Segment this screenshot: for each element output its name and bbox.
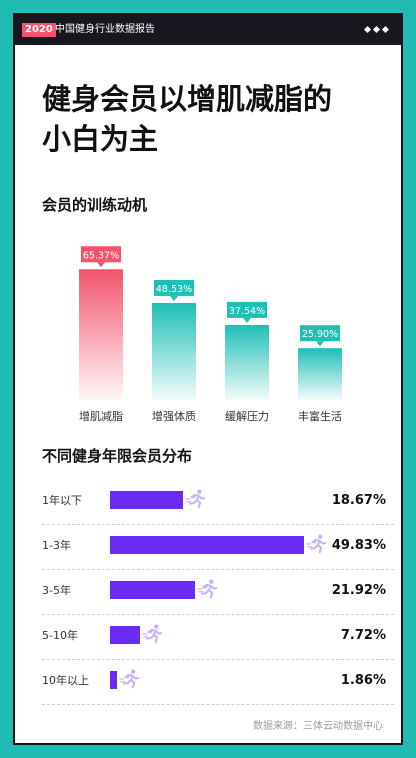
diamond-dots-icon — [363, 25, 389, 34]
report-card: 2020 中国健身行业数据报告 健身会员以增肌减脂的 小白为主 会员的训练动机 … — [13, 13, 403, 745]
tenure-label: 5-10年 — [42, 629, 78, 642]
runner-icon — [306, 533, 328, 555]
callout-pointer — [243, 317, 251, 323]
motive-bar — [79, 269, 123, 400]
distribution-row: 5-10年 7.72% — [42, 614, 394, 660]
tenure-label: 10年以上 — [42, 674, 89, 687]
tenure-value: 7.72% — [340, 628, 386, 643]
tenure-value: 1.86% — [340, 673, 386, 688]
callout-pointer — [170, 295, 178, 301]
motive-bar — [298, 348, 342, 400]
tenure-bar — [110, 581, 196, 599]
value-callout — [154, 279, 194, 296]
motive-section-title: 会员的训练动机 — [42, 196, 148, 214]
tenure-bar — [110, 671, 118, 689]
tenure-bar — [110, 491, 183, 509]
category-label: 增肌减脂 — [79, 409, 123, 423]
callout-pointer — [97, 262, 105, 268]
distribution-row: 1年以下 18.67% — [42, 479, 394, 525]
tenure-value: 18.67% — [331, 493, 386, 508]
report-title: 中国健身行业数据报告 — [55, 24, 155, 35]
value-label: 65.37% — [83, 250, 119, 261]
callout-pointer — [316, 341, 324, 347]
header-bar: 2020 中国健身行业数据报告 — [15, 15, 401, 45]
tenure-label: 1-3年 — [42, 539, 71, 552]
tenure-value: 21.92% — [331, 583, 386, 598]
distribution-row: 1-3年 49.83% — [42, 524, 394, 570]
category-label: 增强体质 — [152, 409, 196, 423]
page-title: 健身会员以增肌减脂的 小白为主 — [42, 79, 382, 159]
year-badge: 2020 — [22, 23, 56, 37]
value-callout — [300, 325, 340, 342]
motive-bar — [225, 324, 269, 400]
category-label: 缓解压力 — [225, 409, 269, 423]
tenure-label: 3-5年 — [42, 584, 71, 597]
value-label: 37.54% — [229, 306, 265, 317]
tenure-bar — [110, 536, 305, 554]
distribution-row: 3-5年 21.92% — [42, 569, 394, 615]
value-callout — [81, 246, 121, 263]
value-callout — [227, 301, 267, 318]
tenure-bar — [110, 626, 141, 644]
tenure-value: 49.83% — [331, 538, 386, 553]
runner-icon — [197, 578, 219, 600]
value-label: 25.90% — [302, 329, 338, 340]
runner-icon — [185, 488, 207, 510]
motive-bar — [152, 302, 196, 400]
motive-bar-chart: 65.37% 增肌减脂 48.53% 增强体质 37.54% 缓解压力 25.90% 丰富生活 — [79, 246, 342, 423]
value-label: 48.53% — [156, 284, 192, 295]
runner-icon — [142, 623, 164, 645]
title-line-1: 健身会员以增肌减脂的 — [42, 82, 333, 116]
distribution-section-title: 不同健身年限会员分布 — [42, 447, 193, 465]
title-line-2: 小白为主 — [42, 122, 159, 156]
tenure-label: 1年以下 — [42, 494, 82, 507]
category-label: 丰富生活 — [298, 409, 342, 423]
distribution-row: 10年以上 1.86% — [42, 659, 394, 705]
data-source: 数据来源：三体云动数据中心 — [253, 721, 383, 732]
runner-icon — [119, 668, 141, 690]
